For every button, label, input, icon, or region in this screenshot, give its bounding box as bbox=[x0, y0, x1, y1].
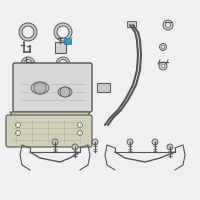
Circle shape bbox=[16, 130, 21, 136]
Ellipse shape bbox=[58, 87, 72, 97]
Ellipse shape bbox=[31, 82, 49, 94]
Circle shape bbox=[78, 122, 83, 128]
FancyBboxPatch shape bbox=[65, 39, 71, 44]
Circle shape bbox=[19, 23, 37, 41]
FancyBboxPatch shape bbox=[6, 115, 92, 147]
Circle shape bbox=[24, 60, 32, 68]
FancyBboxPatch shape bbox=[128, 21, 136, 27]
Circle shape bbox=[34, 82, 46, 94]
Circle shape bbox=[22, 26, 34, 38]
Circle shape bbox=[160, 44, 166, 50]
Circle shape bbox=[60, 87, 70, 97]
Circle shape bbox=[167, 144, 173, 150]
Circle shape bbox=[58, 60, 68, 68]
FancyBboxPatch shape bbox=[13, 63, 92, 112]
Circle shape bbox=[57, 26, 69, 38]
Circle shape bbox=[127, 139, 133, 145]
Circle shape bbox=[166, 22, 170, 27]
Circle shape bbox=[163, 20, 173, 30]
Circle shape bbox=[52, 139, 58, 145]
Circle shape bbox=[152, 139, 158, 145]
Circle shape bbox=[54, 23, 72, 41]
Circle shape bbox=[21, 57, 35, 71]
Circle shape bbox=[72, 144, 78, 150]
Circle shape bbox=[92, 139, 98, 145]
Circle shape bbox=[56, 57, 70, 71]
Polygon shape bbox=[10, 112, 90, 120]
FancyBboxPatch shape bbox=[56, 43, 66, 53]
Circle shape bbox=[162, 46, 164, 48]
FancyBboxPatch shape bbox=[98, 84, 110, 92]
Circle shape bbox=[16, 122, 21, 128]
Circle shape bbox=[78, 130, 83, 136]
Circle shape bbox=[161, 64, 165, 68]
Circle shape bbox=[159, 62, 167, 70]
